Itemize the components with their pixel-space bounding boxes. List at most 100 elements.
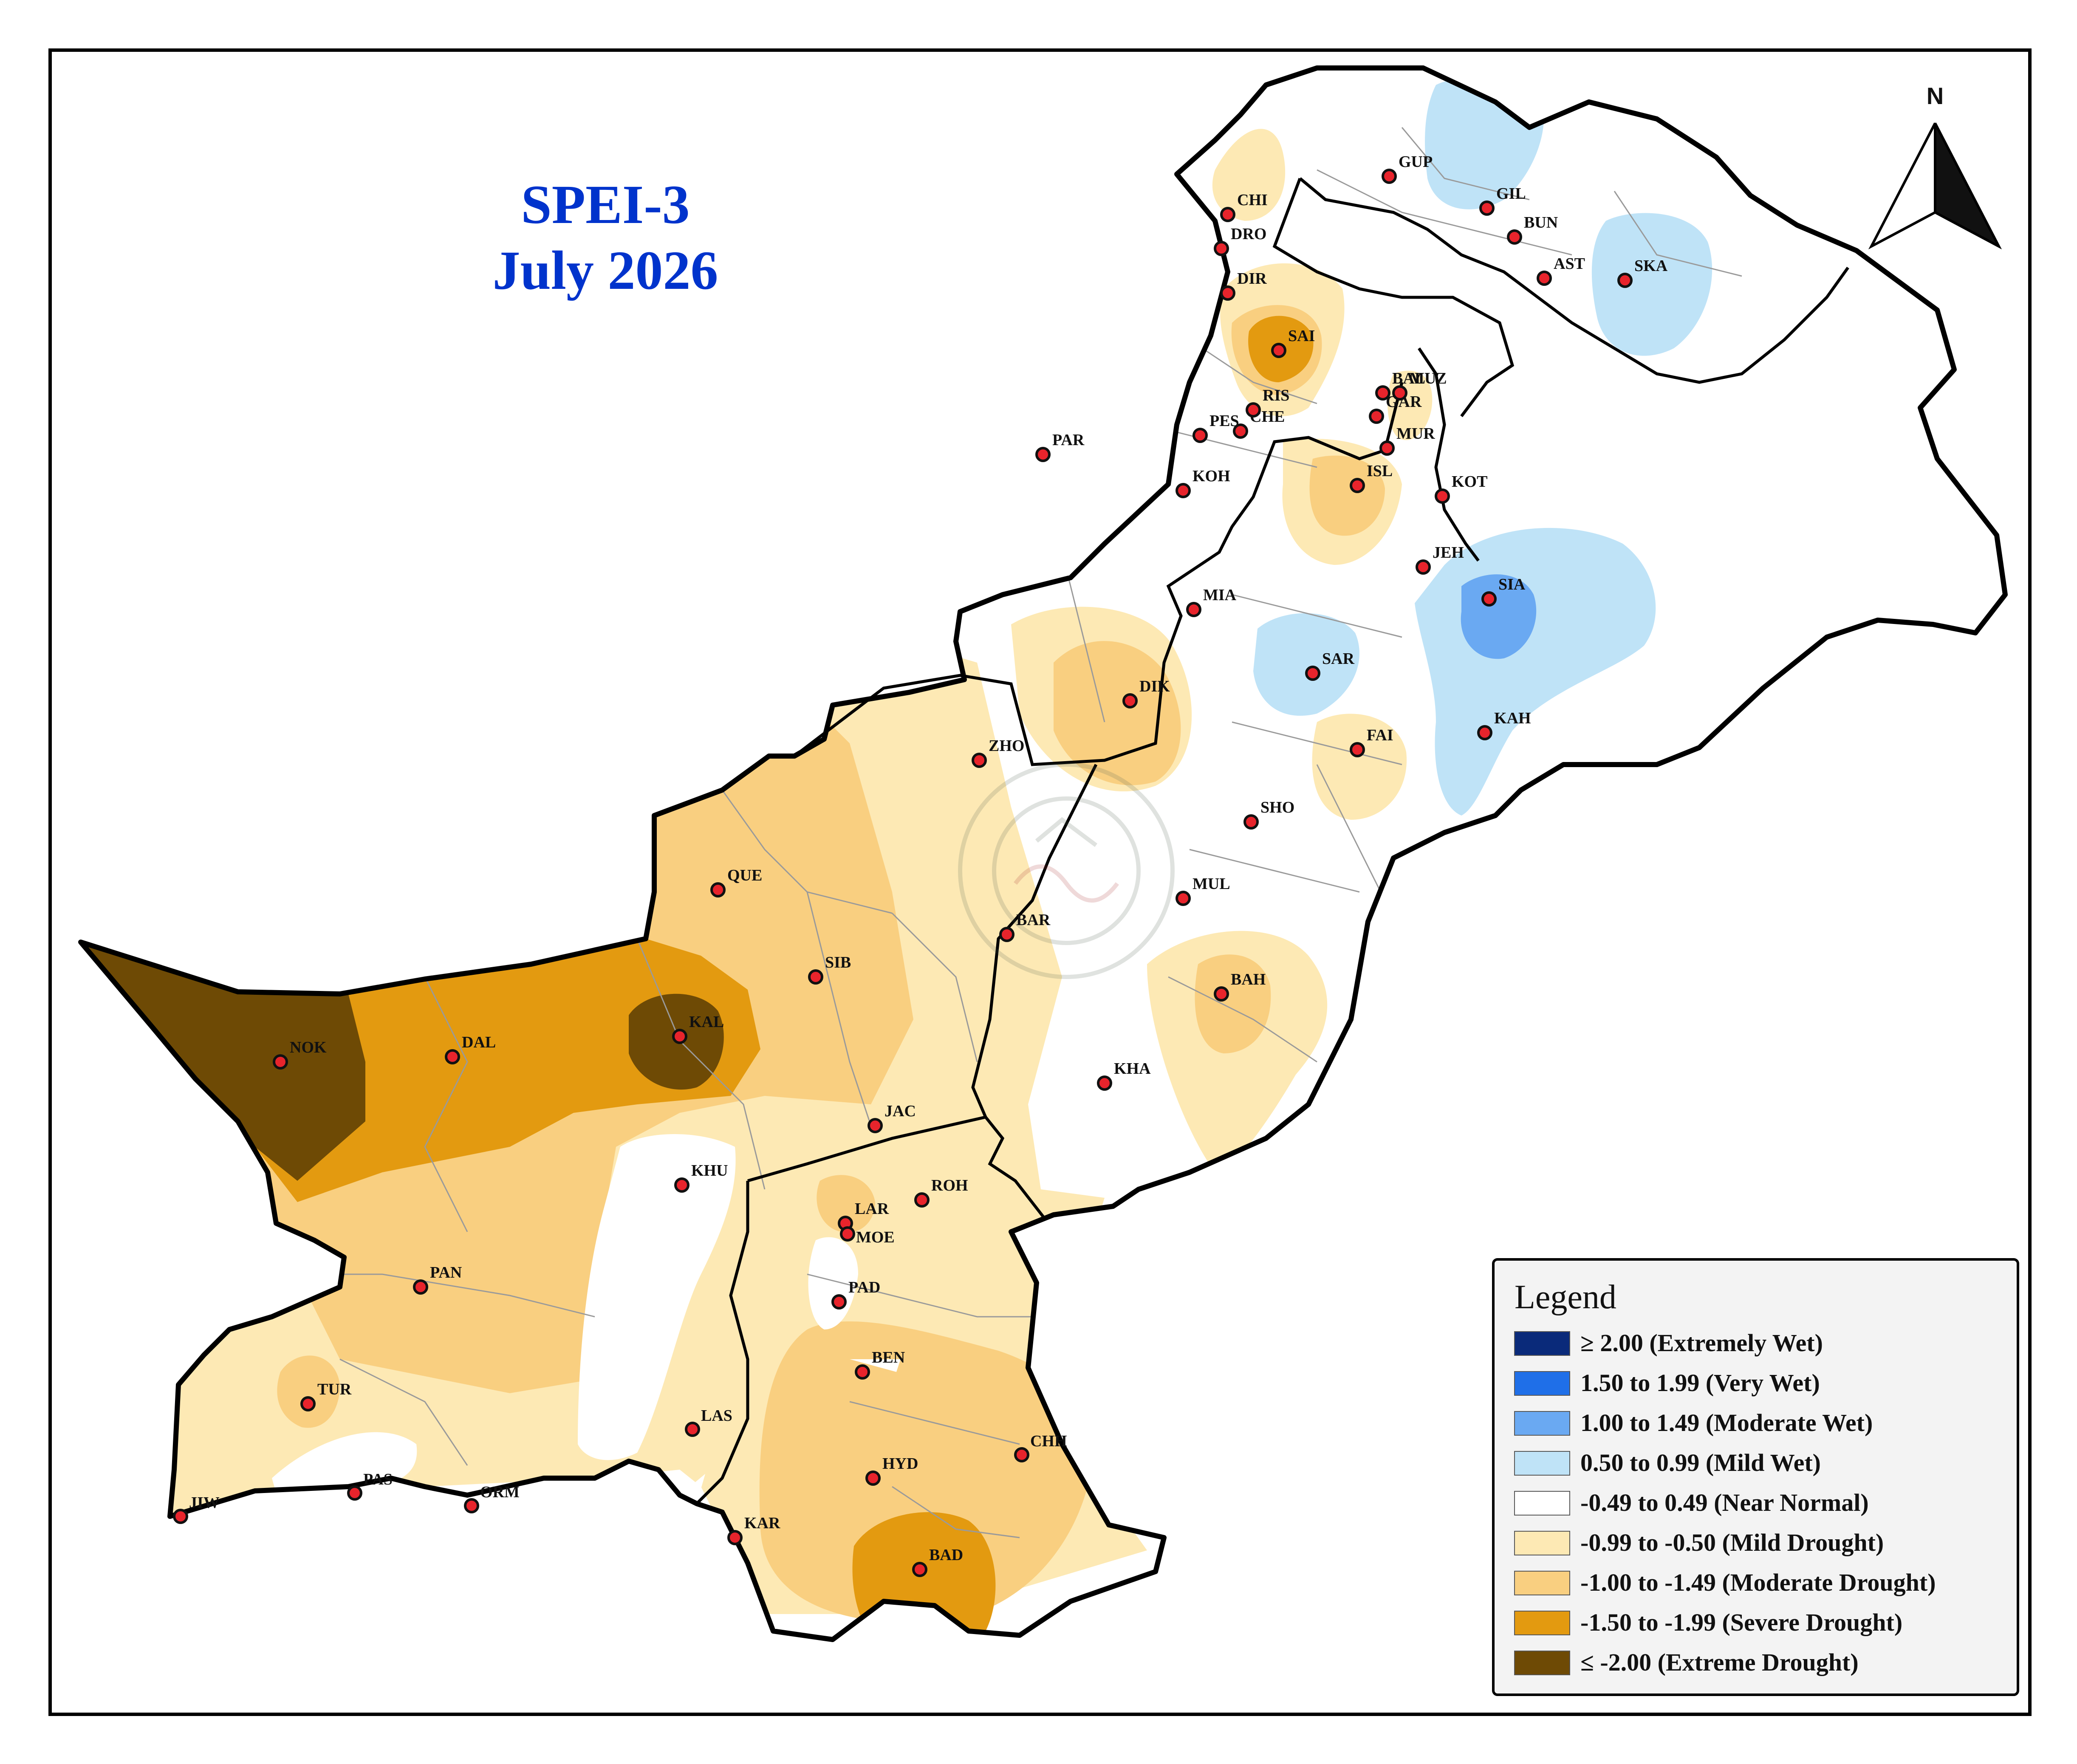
map-frame: [48, 48, 2032, 1716]
station-label-muz: MUZ: [1409, 370, 1447, 387]
station-marker-isl: [1350, 478, 1365, 493]
station-label-par: PAR: [1052, 431, 1085, 449]
station-label-jeh: JEH: [1433, 544, 1464, 562]
station-label-bad: BAD: [929, 1546, 963, 1564]
station-label-ben: BEN: [872, 1349, 905, 1366]
station-label-dir: DIR: [1237, 270, 1267, 288]
station-label-gil: GIL: [1496, 185, 1526, 203]
legend-label: -0.99 to -0.50 (Mild Drought): [1580, 1529, 1884, 1556]
station-marker-dir: [1220, 285, 1235, 301]
station-label-fai: FAI: [1367, 726, 1393, 744]
station-label-bun: BUN: [1524, 214, 1558, 231]
station-label-sai: SAI: [1288, 327, 1315, 345]
legend-swatch: [1514, 1331, 1570, 1356]
station-label-ska: SKA: [1634, 257, 1668, 275]
legend-swatch: [1514, 1611, 1570, 1635]
zone-mild-drought-bah: [1147, 931, 1328, 1172]
station-marker-kah: [1477, 725, 1492, 740]
station-label-las: LAS: [701, 1407, 732, 1425]
station-label-sho: SHO: [1260, 799, 1294, 816]
station-label-zho: ZHO: [989, 737, 1024, 755]
station-marker-pas: [347, 1485, 362, 1501]
station-marker-ris: [1246, 402, 1261, 418]
station-label-mul: MUL: [1193, 875, 1230, 893]
station-marker-nok: [273, 1054, 288, 1070]
station-marker-bah: [1214, 986, 1229, 1002]
station-marker-che: [1233, 423, 1248, 439]
station-marker-pan: [413, 1279, 428, 1295]
station-label-kal: KAL: [689, 1013, 724, 1031]
legend-swatch: [1514, 1491, 1570, 1516]
station-marker-sai: [1271, 343, 1286, 358]
legend-swatch: [1514, 1571, 1570, 1595]
station-label-bar: BAR: [1016, 911, 1051, 929]
station-marker-bar: [999, 927, 1014, 942]
station-marker-ast: [1537, 271, 1552, 286]
legend: Legend ≥ 2.00 (Extremely Wet) 1.50 to 1.9…: [1492, 1258, 2019, 1696]
station-label-gup: GUP: [1399, 153, 1433, 171]
zone-moderate-wet-sia: [1461, 574, 1537, 659]
legend-label: 0.50 to 0.99 (Mild Wet): [1580, 1449, 1821, 1476]
station-marker-mia: [1186, 602, 1201, 617]
station-label-kha: KHA: [1114, 1060, 1151, 1078]
station-marker-par: [1035, 447, 1051, 462]
station-label-mia: MIA: [1203, 586, 1237, 604]
watermark-logo: [958, 762, 1175, 979]
station-marker-jeh: [1416, 559, 1431, 575]
map-title-line2: July 2026: [493, 240, 718, 301]
station-marker-dik: [1122, 693, 1138, 708]
legend-box: [1492, 1258, 2019, 1696]
station-marker-fai: [1350, 742, 1365, 757]
station-marker-sho: [1243, 814, 1259, 830]
station-marker-gar: [1369, 409, 1384, 424]
station-marker-roh: [914, 1192, 930, 1208]
legend-label: 1.00 to 1.49 (Moderate Wet): [1580, 1409, 1873, 1437]
station-marker-gil: [1479, 200, 1495, 216]
legend-title: Legend: [1515, 1279, 1616, 1316]
station-marker-mul: [1176, 891, 1191, 906]
sindh-boundary: [747, 1115, 1046, 1220]
station-marker-kot: [1435, 488, 1450, 504]
legend-items: ≥ 2.00 (Extremely Wet) 1.50 to 1.99 (Very…: [1514, 1329, 1936, 1676]
station-label-isl: ISL: [1367, 462, 1393, 480]
zone-normal-khu: [578, 1134, 736, 1460]
legend-swatch: [1514, 1371, 1570, 1396]
legend-swatch: [1514, 1651, 1570, 1675]
station-label-roh: ROH: [931, 1177, 968, 1194]
station-marker-bad: [912, 1562, 927, 1577]
legend-label: ≤ -2.00 (Extreme Drought): [1580, 1648, 1859, 1676]
ajk-boundary: [1418, 347, 1480, 562]
station-label-hyd: HYD: [882, 1455, 918, 1473]
station-marker-ska: [1617, 273, 1633, 288]
legend-swatch: [1514, 1451, 1570, 1476]
gb-boundary: [1299, 177, 1849, 384]
station-marker-tur: [300, 1396, 316, 1411]
zone-moderate-drought-bah: [1195, 954, 1271, 1053]
station-label-jiw: JIW: [189, 1494, 220, 1512]
station-marker-sar: [1305, 666, 1320, 681]
balochistan-punjab-boundary: [971, 764, 1098, 1118]
station-marker-kal: [672, 1029, 687, 1044]
province-boundaries: [695, 177, 1849, 1505]
district-boundaries: [255, 127, 1742, 1538]
station-label-sia: SIA: [1498, 576, 1526, 593]
station-marker-las: [685, 1422, 700, 1437]
station-label-sar: SAR: [1322, 650, 1355, 668]
zone-mild-drought-fai: [1312, 714, 1407, 820]
station-label-kot: KOT: [1452, 473, 1487, 491]
station-marker-pes: [1193, 428, 1208, 443]
station-label-mur: MUR: [1396, 425, 1435, 443]
station-marker-bal: [1375, 385, 1390, 401]
station-marker-que: [710, 882, 726, 898]
station-label-orm: ORM: [480, 1483, 520, 1501]
north-arrow-icon: [1868, 122, 2002, 250]
station-marker-kar: [727, 1530, 743, 1545]
station-label-chi: CHI: [1237, 191, 1268, 209]
station-label-kah: KAH: [1494, 709, 1531, 727]
station-marker-chh: [1014, 1447, 1029, 1462]
station-label-jac: JAC: [884, 1102, 916, 1120]
station-label-pan: PAN: [430, 1264, 462, 1281]
station-marker-muz: [1392, 385, 1407, 401]
station-label-lar: LAR: [855, 1200, 889, 1218]
